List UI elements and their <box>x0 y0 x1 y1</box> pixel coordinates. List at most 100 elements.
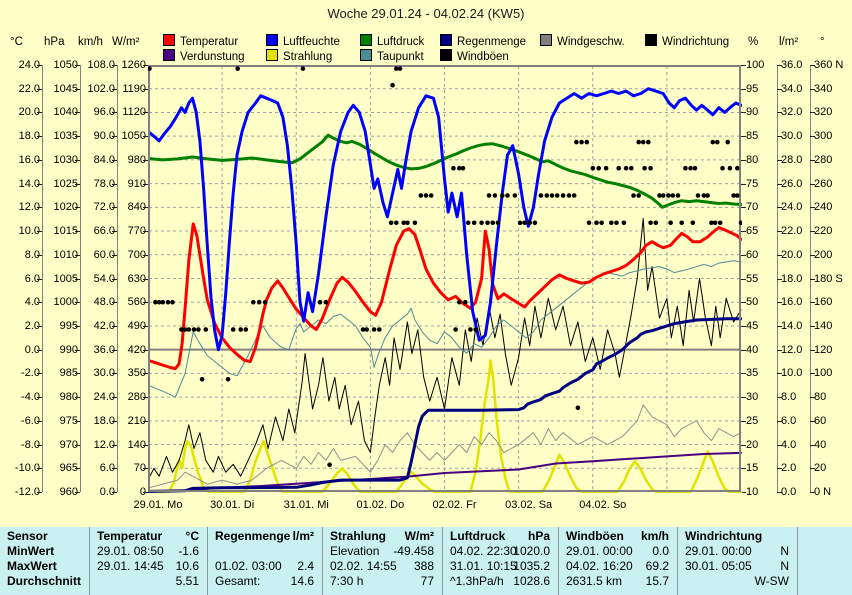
y-tick-label: 1040 <box>53 106 78 119</box>
tick-mark <box>143 349 148 351</box>
wind-direction-dot <box>614 220 619 226</box>
y-tick-label: 36.0 <box>93 343 115 356</box>
table-cell-value: -1.6 <box>178 544 199 558</box>
legend-label: Strahlung <box>283 51 333 63</box>
y-tick-label: 960 <box>59 486 78 498</box>
table-cell-value: 1028.6 <box>513 574 550 588</box>
wind-direction-dot <box>549 193 555 198</box>
table-cell-datetime: 29.01. 14:45 <box>97 559 164 573</box>
y-tick-label: 4.0 <box>781 438 797 451</box>
tick-mark <box>112 231 117 233</box>
table-cell-datetime: Gesamt: <box>215 574 261 588</box>
wind-direction-dot <box>148 66 152 71</box>
wind-direction-dot <box>317 299 323 305</box>
axis-header-right-2: ° <box>820 36 825 48</box>
table-row-label: MaxWert <box>7 559 57 573</box>
tick-mark <box>112 136 117 138</box>
wind-direction-dot <box>705 193 710 198</box>
y-tick-label: 0.0 <box>99 486 115 498</box>
wind-direction-dot <box>179 327 184 332</box>
table-cell-datetime: 7:30 h <box>330 574 364 588</box>
table-cell-datetime: 30.01. 05:05 <box>685 559 752 573</box>
tick-mark <box>37 325 42 327</box>
wind-direction-dot <box>629 165 634 171</box>
tick-mark <box>777 278 782 280</box>
y-tick-label: 210 <box>127 414 146 427</box>
y-tick-label: 975 <box>59 414 78 427</box>
tick-mark <box>37 278 42 280</box>
tick-mark <box>741 65 746 66</box>
tick-mark <box>37 254 42 256</box>
axis-header-right-0: % <box>748 36 759 48</box>
legend-swatch-icon <box>360 49 372 61</box>
tick-mark <box>143 373 148 375</box>
y-tick-label: 980 <box>59 391 78 404</box>
y-tick-label: 96.0 <box>93 106 115 119</box>
y-tick-label: 1010 <box>53 248 78 261</box>
table-cell-value: -49.458 <box>393 544 434 558</box>
y-tick-label: 12.0 <box>781 343 803 356</box>
table-col-unit: W/m² <box>404 529 434 543</box>
tick-mark <box>810 397 815 399</box>
wind-direction-dot <box>609 220 614 226</box>
tick-mark <box>741 278 746 280</box>
wind-direction-dot <box>471 220 477 226</box>
y-tick-label: 30.0 <box>93 367 115 380</box>
table-col-header: Strahlung <box>330 529 386 543</box>
tick-mark <box>37 112 42 114</box>
tick-mark <box>810 183 815 185</box>
legend-item-strahlung: Strahlung <box>266 47 333 63</box>
wind-direction-dot <box>423 193 429 198</box>
wind-direction-dot <box>709 220 714 226</box>
legend-swatch-icon <box>163 49 175 61</box>
series-windgeschw <box>148 404 742 489</box>
wind-direction-dot <box>579 139 584 145</box>
wind-direction-dot <box>388 220 394 226</box>
tick-mark <box>112 444 117 446</box>
axis-spine-2 <box>117 65 118 492</box>
wind-direction-dot <box>262 299 268 305</box>
wind-direction-dot <box>688 165 693 171</box>
y-tick-label: 300 <box>814 130 833 143</box>
tick-mark <box>112 254 117 256</box>
stats-table: Sensor MinWert MaxWert Durchschnitt Temperat… <box>0 527 852 595</box>
wind-direction-dot <box>668 220 673 226</box>
table-cell-value: 1020.0 <box>513 544 550 558</box>
y-tick-label: 630 <box>127 272 146 285</box>
wind-direction-dot <box>560 193 566 198</box>
wind-direction-dot <box>735 193 740 198</box>
tick-mark <box>741 183 746 185</box>
wind-direction-dot <box>575 405 581 411</box>
wind-direction-dot <box>412 220 418 226</box>
tick-mark <box>75 65 80 66</box>
wind-direction-dot <box>544 193 550 198</box>
y-tick-label: 18.0 <box>93 414 115 427</box>
tick-mark <box>112 207 117 209</box>
wind-direction-dot <box>640 139 646 145</box>
tick-mark <box>112 373 117 375</box>
y-tick-label: 140 <box>814 319 833 332</box>
table-col-unit: l/m² <box>292 529 314 543</box>
wind-direction-dot <box>238 327 243 332</box>
table-cell-value: N <box>780 544 789 558</box>
wind-direction-dot <box>401 220 406 226</box>
tick-mark <box>143 444 148 446</box>
wind-direction-dot <box>405 220 410 226</box>
y-tick-label: 6.0 <box>99 462 115 475</box>
plot-border <box>148 65 741 492</box>
table-divider <box>442 527 443 595</box>
legend-swatch-icon <box>163 34 175 46</box>
tick-mark <box>112 325 117 327</box>
y-tick-label: 30 <box>746 391 759 404</box>
tick-mark <box>37 302 42 304</box>
tick-mark <box>810 278 815 280</box>
tick-mark <box>75 444 80 446</box>
y-tick-label: 990 <box>59 343 78 356</box>
y-tick-label: 770 <box>127 225 146 238</box>
y-tick-label: 8.0 <box>781 391 797 404</box>
y-tick-label: 200 <box>814 248 833 261</box>
wind-direction-dot <box>631 193 636 198</box>
y-tick-label: 0.0 <box>781 486 797 498</box>
wind-direction-dot <box>603 165 609 171</box>
